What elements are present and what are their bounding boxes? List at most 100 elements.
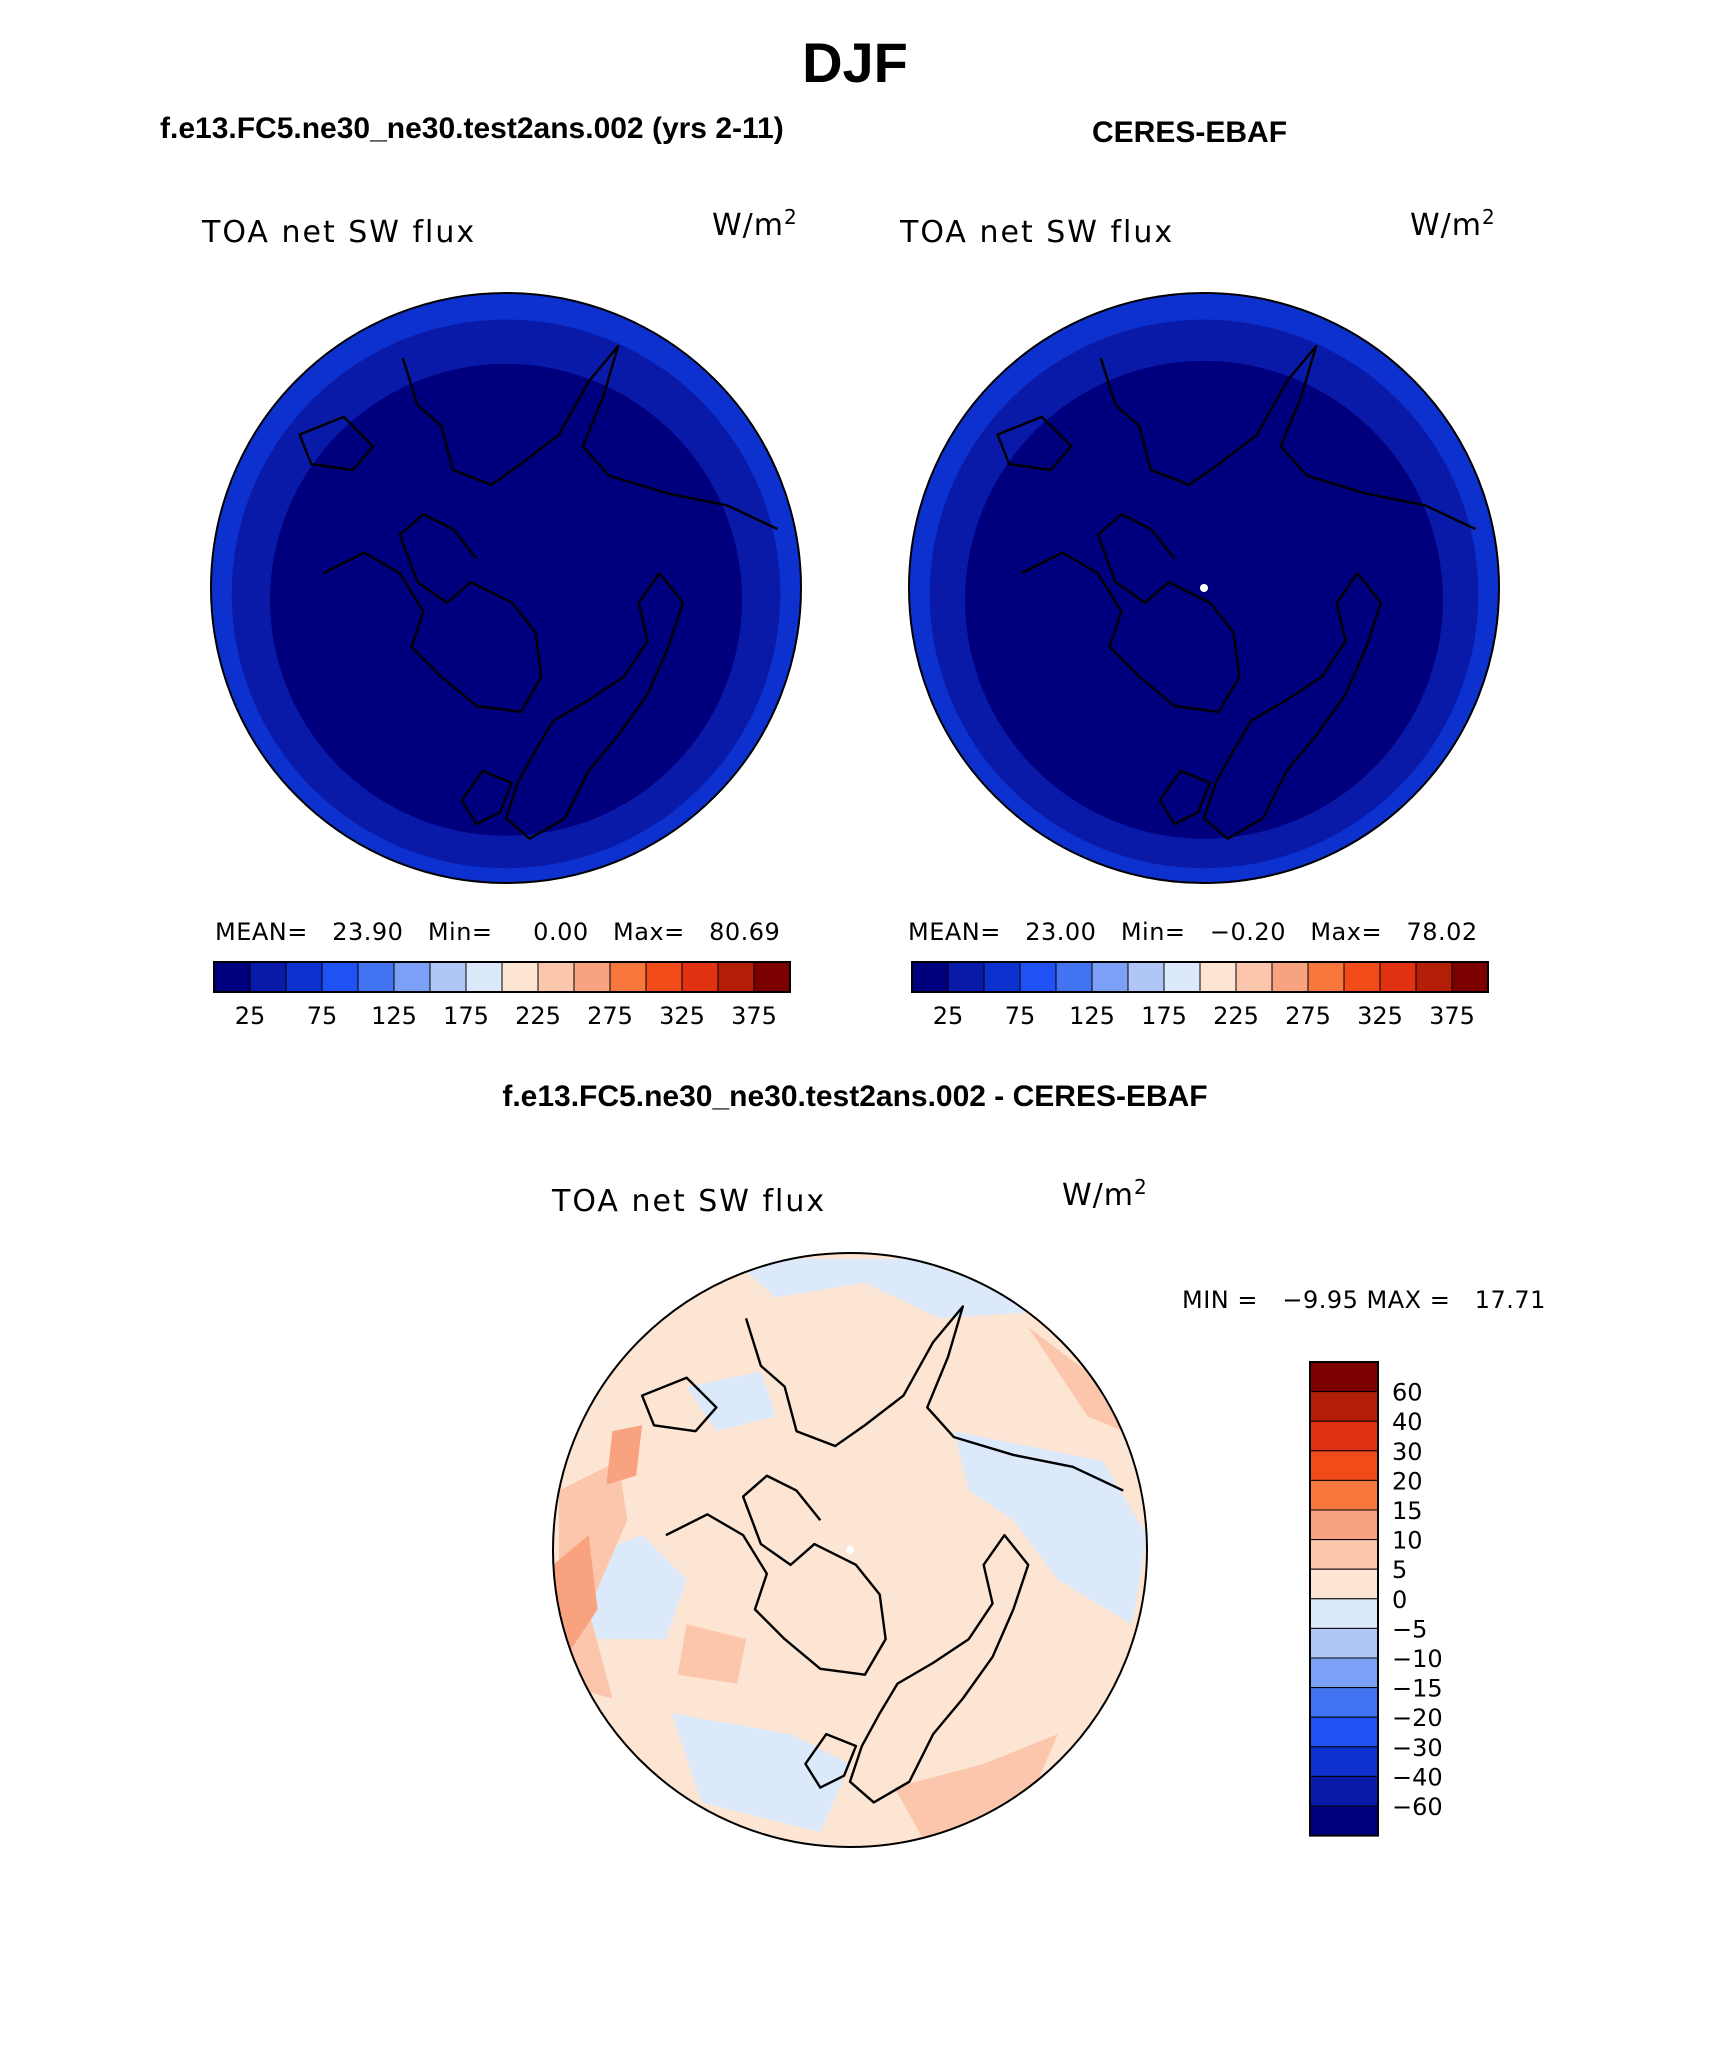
p1-colorbar-box-15 bbox=[753, 961, 791, 993]
p1-map-border bbox=[210, 292, 802, 884]
p1-units-exp: 2 bbox=[784, 205, 798, 229]
p3-colorbar-tick-1: 40 bbox=[1392, 1408, 1423, 1436]
p2-map-border bbox=[908, 292, 1500, 884]
p3-units-label: W/m2 bbox=[1062, 1175, 1148, 1213]
p2-colorbar-tick-6: 325 bbox=[1357, 1002, 1403, 1030]
p1-colorbar-tick-0: 25 bbox=[235, 1002, 266, 1030]
p1-coastline-novaya-zemlya bbox=[298, 415, 375, 472]
p3-stats: MIN = −9.95 MAX = 17.71 bbox=[1182, 1286, 1546, 1314]
p1-colorbar-box-5 bbox=[393, 961, 431, 993]
p1-coastlines bbox=[298, 344, 778, 840]
p1-stats: MEAN= 23.90 Min= 0.00 Max= 80.69 bbox=[215, 918, 781, 946]
p3-colorbar-box-12 bbox=[1309, 1716, 1379, 1748]
p3-units-base: W/m bbox=[1062, 1178, 1134, 1213]
p3-coastline-novaya-zemlya bbox=[640, 1376, 718, 1433]
p3-colorbar-box-9 bbox=[1309, 1627, 1379, 1659]
p2-colorbar-box-13 bbox=[1379, 961, 1417, 993]
p1-colorbar-tick-3: 175 bbox=[443, 1002, 489, 1030]
p1-colorbar: 25 75 125 175 225 275 325 375 bbox=[213, 961, 791, 1030]
p2-colorbar-box-2 bbox=[983, 961, 1021, 993]
p2-colorbar-box-14 bbox=[1415, 961, 1453, 993]
p2-polar-map bbox=[908, 292, 1500, 884]
top-right-panel-title: CERES-EBAF bbox=[1092, 116, 1288, 149]
p3-units-exp: 2 bbox=[1134, 1175, 1148, 1199]
p3-colorbar-frame bbox=[1309, 1361, 1379, 1837]
p1-coastline-greenland bbox=[504, 572, 685, 840]
p1-colorbar-box-1 bbox=[249, 961, 287, 993]
p1-colorbar-box-13 bbox=[681, 961, 719, 993]
p3-colorbar-tick-10: −15 bbox=[1392, 1675, 1443, 1703]
p3-colorbar-tick-2: 30 bbox=[1392, 1438, 1423, 1466]
p3-colorbar-tick-4: 15 bbox=[1392, 1497, 1423, 1525]
p3-map-border bbox=[552, 1252, 1148, 1848]
p1-field bbox=[211, 293, 801, 883]
bottom-panel-title: f.e13.FC5.ne30_ne30.test2ans.002 - CERES… bbox=[502, 1080, 1208, 1113]
p2-colorbar-tick-1: 75 bbox=[1005, 1002, 1036, 1030]
p2-colorbar-box-3 bbox=[1019, 961, 1057, 993]
p2-colorbar-box-7 bbox=[1163, 961, 1201, 993]
p3-colorbar-box-14 bbox=[1309, 1775, 1379, 1807]
p3-colorbar-box-7 bbox=[1309, 1568, 1379, 1600]
p3-field-patch-8 bbox=[677, 1624, 747, 1684]
p3-coastline-greenland bbox=[848, 1533, 1030, 1804]
p1-coastline-arctic-archipelago bbox=[322, 513, 543, 714]
p1-colorbar-box-4 bbox=[357, 961, 395, 993]
p3-coastlines bbox=[640, 1305, 1124, 1804]
p3-colorbar-box-4 bbox=[1309, 1479, 1379, 1511]
p1-colorbar-box-12 bbox=[645, 961, 683, 993]
p2-colorbar-tick-7: 375 bbox=[1429, 1002, 1475, 1030]
p2-colorbar-frame bbox=[911, 961, 1489, 993]
p2-colorbar-box-1 bbox=[947, 961, 985, 993]
p2-colorbar-tick-4: 225 bbox=[1213, 1002, 1259, 1030]
p3-colorbar-tick-13: −40 bbox=[1392, 1763, 1443, 1791]
p2-stats: MEAN= 23.00 Min= −0.20 Max= 78.02 bbox=[908, 918, 1478, 946]
p2-colorbar-box-8 bbox=[1199, 961, 1237, 993]
p2-colorbar-box-5 bbox=[1091, 961, 1129, 993]
p2-colorbar-box-4 bbox=[1055, 961, 1093, 993]
p3-colorbar-tick-3: 20 bbox=[1392, 1467, 1423, 1495]
p3-colorbar-box-1 bbox=[1309, 1391, 1379, 1422]
p3-field-patch-6 bbox=[1028, 1327, 1124, 1432]
p2-units-label: W/m2 bbox=[1410, 205, 1496, 243]
p3-colorbar-tick-7: 0 bbox=[1392, 1586, 1407, 1614]
p1-colorbar-box-7 bbox=[465, 961, 503, 993]
p3-colorbar-tick-5: 10 bbox=[1392, 1527, 1423, 1555]
p3-colorbar-box-8 bbox=[1309, 1598, 1379, 1629]
p3-coastline-arctic-archipelago bbox=[665, 1474, 887, 1676]
p2-colorbar-tick-2: 125 bbox=[1069, 1002, 1115, 1030]
p3-variable-label: TOA net SW flux bbox=[552, 1184, 827, 1219]
p1-colorbar-tick-1: 75 bbox=[307, 1002, 338, 1030]
top-left-panel-title: f.e13.FC5.ne30_ne30.test2ans.002 (yrs 2-… bbox=[160, 112, 784, 145]
p3-colorbar-tick-9: −10 bbox=[1392, 1645, 1443, 1673]
p2-colorbar-tick-3: 175 bbox=[1141, 1002, 1187, 1030]
p2-variable-label: TOA net SW flux bbox=[900, 215, 1175, 250]
p1-colorbar-tick-4: 225 bbox=[515, 1002, 561, 1030]
p1-colorbar-box-14 bbox=[717, 961, 755, 993]
p2-coastline-iceland bbox=[1158, 769, 1212, 826]
p3-polar-map bbox=[552, 1252, 1148, 1848]
p1-colorbar-box-2 bbox=[285, 961, 323, 993]
p2-coastline-novaya-zemlya bbox=[996, 415, 1073, 472]
p1-colorbar-box-0 bbox=[213, 961, 251, 993]
p3-field-patch-3 bbox=[671, 1713, 850, 1833]
p1-colorbar-box-8 bbox=[501, 961, 539, 993]
p2-pole-dot bbox=[1200, 584, 1208, 592]
p3-colorbar-box-10 bbox=[1309, 1657, 1379, 1689]
p3-colorbar-tick-11: −20 bbox=[1392, 1704, 1443, 1732]
p3-coastline-iceland bbox=[804, 1732, 858, 1789]
p3-colorbar-box-13 bbox=[1309, 1746, 1379, 1777]
p3-field-patch-9 bbox=[553, 1535, 598, 1654]
p2-colorbar-box-9 bbox=[1235, 961, 1273, 993]
p3-colorbar-tick-0: 60 bbox=[1392, 1379, 1423, 1407]
p2-colorbar-box-12 bbox=[1343, 961, 1381, 993]
p3-colorbar-box-11 bbox=[1309, 1687, 1379, 1718]
p3-colorbar-box-6 bbox=[1309, 1539, 1379, 1570]
p2-coastline-eurasia bbox=[1099, 344, 1476, 531]
p2-colorbar-box-6 bbox=[1127, 961, 1165, 993]
p1-polar-map bbox=[210, 292, 802, 884]
p3-colorbar-tick-8: −5 bbox=[1392, 1615, 1427, 1643]
p3-colorbar-tick-12: −30 bbox=[1392, 1734, 1443, 1762]
p1-coastline-iceland bbox=[460, 769, 514, 826]
p1-variable-label: TOA net SW flux bbox=[202, 215, 477, 250]
